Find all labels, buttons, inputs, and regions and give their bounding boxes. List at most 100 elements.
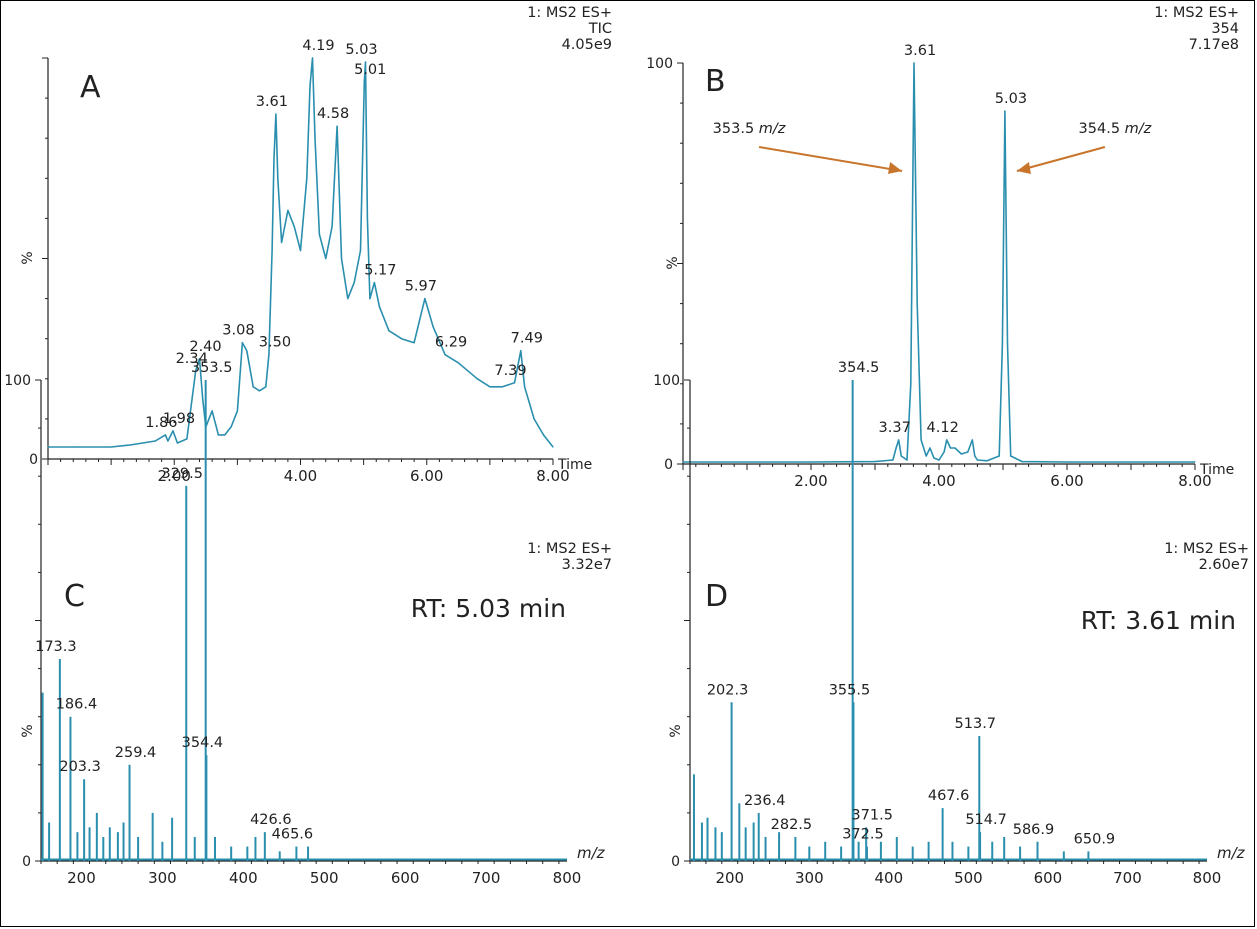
x-tick-label: 600 [391, 869, 420, 887]
trace-point [347, 298, 349, 300]
retention-time-note: RT: 3.61 min [1081, 606, 1236, 635]
trace-point [309, 85, 311, 87]
trace-point [224, 434, 226, 436]
trace-point [946, 439, 948, 441]
trace-point [432, 326, 434, 328]
peak-label: 236.4 [744, 793, 786, 809]
trace-point [172, 430, 174, 432]
trace-point [682, 461, 684, 463]
peak-label: 329.5 [161, 466, 203, 482]
trace-point [974, 455, 976, 457]
peak-label: 467.6 [928, 788, 970, 804]
peak-label: 3.37 [879, 420, 911, 436]
peak-label: 282.5 [771, 817, 813, 833]
y-tick-label: 0 [671, 854, 680, 870]
trace-point [154, 440, 156, 442]
trace-point [413, 342, 415, 344]
trace-point [142, 442, 144, 444]
x-tick-label: 6.00 [1050, 472, 1083, 490]
peak-label: 5.03 [995, 91, 1027, 107]
trace-point [336, 125, 338, 127]
trace-point [501, 386, 504, 388]
trace-point [424, 298, 426, 300]
trace-point [287, 209, 289, 211]
trace-point [933, 457, 935, 459]
peak-label: 1.86 [145, 415, 177, 431]
trace-point [929, 447, 931, 449]
trace-point [369, 298, 371, 300]
mz-value: 354.5 [1079, 121, 1125, 137]
trace-point [271, 249, 273, 252]
peak-label: 4.58 [317, 106, 349, 122]
peak-label: 203.3 [59, 759, 101, 775]
peak-label: 6.29 [435, 335, 467, 351]
y-axis-label: % [20, 251, 36, 264]
trace-point [489, 386, 491, 388]
trace-point [318, 233, 321, 236]
peak-label: 5.97 [405, 279, 437, 295]
trace-point [910, 383, 912, 385]
header-line: 1: MS2 ES+ [1164, 541, 1249, 557]
x-tick-label: 400 [875, 869, 904, 887]
peak-label: 3.61 [904, 43, 936, 59]
trace-point [1001, 343, 1003, 345]
mz-annotation: 353.5 m/z [713, 121, 786, 137]
trace-point [513, 382, 516, 384]
peak-label: 4.12 [927, 420, 959, 436]
x-tick-label: 8.00 [1178, 472, 1211, 490]
x-tick-label: 200 [67, 869, 96, 887]
peak-label: 1.98 [163, 411, 195, 427]
x-tick-label: 300 [148, 869, 177, 887]
trace-point [916, 303, 918, 305]
x-tick-label: 300 [795, 869, 824, 887]
trace-point [949, 447, 952, 449]
peak-label: 514.7 [965, 812, 1007, 828]
trace-point [1010, 455, 1012, 457]
x-tick-label: 2.00 [158, 467, 191, 485]
y-tick-label: 0 [664, 457, 673, 473]
peak-label: 371.5 [851, 807, 893, 823]
trace-point [265, 386, 267, 388]
trace-point [986, 460, 988, 462]
header-line: 1: MS2 ES+ [527, 5, 612, 21]
trace-point [186, 438, 188, 440]
trace-point [533, 418, 535, 420]
trace-point [331, 225, 333, 228]
trace-point [164, 434, 167, 436]
x-axis-label: m/z [577, 844, 606, 862]
trace-point [954, 447, 956, 449]
peak-label: 7.49 [511, 331, 543, 347]
trace-point [306, 177, 308, 179]
trace-point [373, 281, 375, 284]
peak-label: 354.4 [182, 735, 224, 751]
panel-letter: A [80, 70, 101, 105]
trace-point [236, 410, 238, 412]
trace-point [378, 306, 381, 308]
peak-label: 5.03 [345, 42, 377, 58]
header-line: 1: MS2 ES+ [1154, 5, 1239, 21]
peak-label: 465.6 [272, 827, 314, 843]
chromatogram-trace [683, 62, 1195, 463]
trace-point [129, 444, 131, 446]
peak-label: 513.7 [955, 716, 997, 732]
peak-label: 586.9 [1013, 822, 1055, 838]
trace-point [913, 62, 915, 64]
trace-point [353, 281, 355, 284]
trace-point [340, 257, 343, 260]
trace-point [241, 342, 244, 344]
peak-label: 3.61 [256, 94, 288, 110]
trace-point [943, 451, 945, 453]
trace-point [258, 390, 261, 392]
trace-point [211, 410, 213, 412]
trace-point [967, 451, 969, 453]
header-line: 4.05e9 [562, 37, 612, 53]
header-line: 7.17e8 [1189, 37, 1239, 53]
trace-point [938, 459, 940, 461]
trace-point [523, 386, 526, 388]
trace-point [898, 439, 900, 441]
trace-point [810, 461, 812, 463]
